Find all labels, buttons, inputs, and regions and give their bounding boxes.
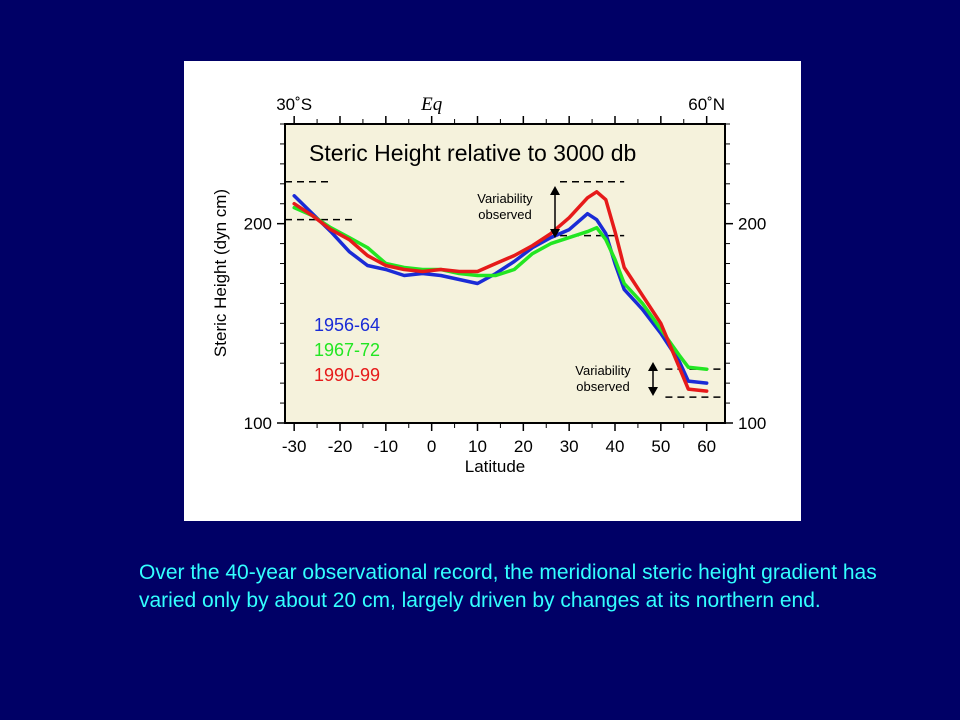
legend-entry-1956: 1956-64	[314, 315, 380, 335]
y-tick-label-right: 100	[738, 414, 766, 433]
double-arrow-upper-icon	[550, 186, 560, 238]
x-tick-label: 60	[697, 437, 716, 456]
x-tick-label: -30	[282, 437, 307, 456]
annotation-upper-line1: Variability	[477, 191, 533, 206]
ticks-layer	[277, 116, 733, 431]
x-tick-label: 20	[514, 437, 533, 456]
y-tick-label-left: 200	[244, 215, 272, 234]
annotation-lower-line1: Variability	[575, 363, 631, 378]
y-tick-label-right: 200	[738, 215, 766, 234]
legend-entry-1967: 1967-72	[314, 340, 380, 360]
slide-caption: Over the 40-year observational record, t…	[139, 561, 877, 612]
figure-panel: -30 -20 -10 0 10 20 30 40 50 60 100 100 200 200 30˚S Eq…	[184, 61, 801, 521]
top-latitude-label: 30˚S	[276, 95, 312, 114]
steric-height-chart: -30 -20 -10 0 10 20 30 40 50 60 100 100 200 200 30˚S Eq…	[211, 94, 767, 476]
labels-layer: -30 -20 -10 0 10 20 30 40 50 60 100 100 200 200 30˚S Eq…	[244, 94, 767, 456]
top-latitude-label: Eq	[420, 94, 443, 115]
x-tick-label: 30	[560, 437, 579, 456]
series-line-1967-72	[292, 205, 709, 371]
x-tick-label: 40	[606, 437, 625, 456]
series-line-1990-99	[292, 190, 709, 393]
x-tick-label: 10	[468, 437, 487, 456]
top-latitude-label: 60˚N	[688, 95, 725, 114]
legend-entry-1990: 1990-99	[314, 365, 380, 385]
y-axis-label: Steric Height (dyn cm)	[211, 189, 230, 357]
annotation-upper-line2: observed	[478, 207, 531, 222]
x-tick-label: -20	[328, 437, 353, 456]
x-tick-label: 0	[427, 437, 436, 456]
double-arrow-lower-icon	[648, 362, 658, 396]
x-tick-label: 50	[651, 437, 670, 456]
series-line-1956-64	[292, 194, 709, 385]
series-layer	[292, 190, 709, 393]
y-tick-label-left: 100	[244, 414, 272, 433]
x-tick-label: -10	[374, 437, 399, 456]
chart-title: Steric Height relative to 3000 db	[309, 140, 636, 166]
annotation-lower-line2: observed	[576, 379, 629, 394]
x-axis-label: Latitude	[465, 457, 526, 476]
